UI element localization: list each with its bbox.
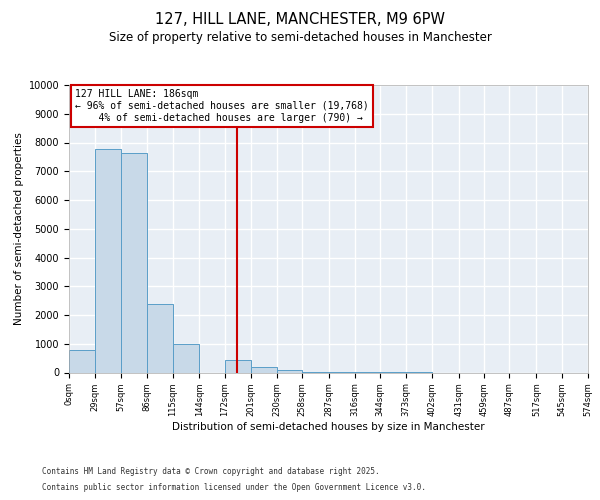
Bar [69, 350, 95, 372]
Y-axis label: Number of semi-detached properties: Number of semi-detached properties [14, 132, 25, 325]
Text: Size of property relative to semi-detached houses in Manchester: Size of property relative to semi-detach… [109, 31, 491, 44]
Bar [95, 149, 121, 372]
Text: 127 HILL LANE: 186sqm
← 96% of semi-detached houses are smaller (19,768)
    4% : 127 HILL LANE: 186sqm ← 96% of semi-deta… [75, 90, 369, 122]
Bar [147, 304, 173, 372]
Bar [224, 360, 251, 372]
Text: Contains HM Land Registry data © Crown copyright and database right 2025.: Contains HM Land Registry data © Crown c… [42, 467, 380, 476]
Text: Contains public sector information licensed under the Open Government Licence v3: Contains public sector information licen… [42, 484, 426, 492]
Bar [173, 344, 199, 372]
Bar [251, 367, 277, 372]
Bar [277, 370, 302, 372]
Bar [121, 154, 147, 372]
Text: 127, HILL LANE, MANCHESTER, M9 6PW: 127, HILL LANE, MANCHESTER, M9 6PW [155, 12, 445, 28]
X-axis label: Distribution of semi-detached houses by size in Manchester: Distribution of semi-detached houses by … [172, 422, 485, 432]
